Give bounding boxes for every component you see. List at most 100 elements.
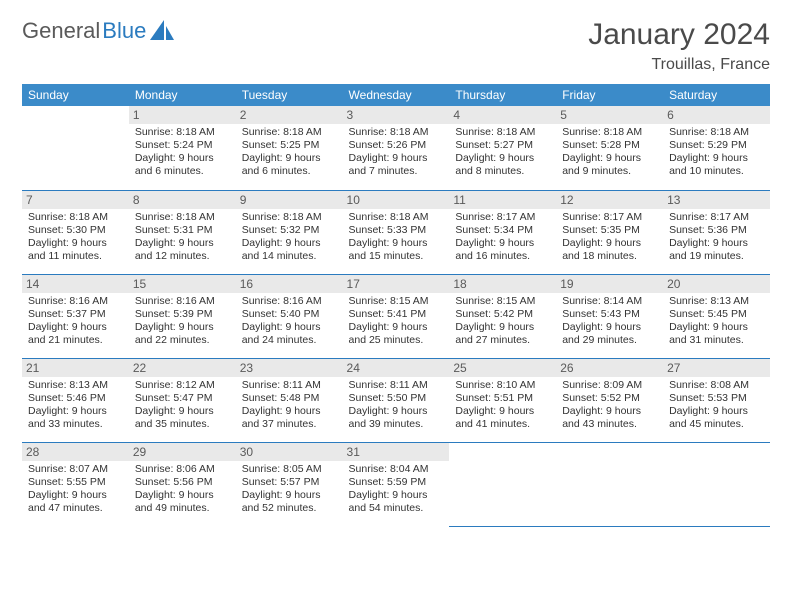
daylight-line: Daylight: 9 hours and 27 minutes. bbox=[455, 321, 550, 347]
sunrise-line: Sunrise: 8:15 AM bbox=[455, 295, 550, 308]
day-number: 18 bbox=[449, 275, 556, 293]
sunset-line: Sunset: 5:52 PM bbox=[562, 392, 657, 405]
day-number: 6 bbox=[663, 106, 770, 124]
day-number: 2 bbox=[236, 106, 343, 124]
daylight-line: Daylight: 9 hours and 21 minutes. bbox=[28, 321, 123, 347]
sunset-line: Sunset: 5:25 PM bbox=[242, 139, 337, 152]
daylight-line: Daylight: 9 hours and 11 minutes. bbox=[28, 237, 123, 263]
sunset-line: Sunset: 5:57 PM bbox=[242, 476, 337, 489]
calendar-cell: 13Sunrise: 8:17 AMSunset: 5:36 PMDayligh… bbox=[663, 190, 770, 274]
daylight-line: Daylight: 9 hours and 41 minutes. bbox=[455, 405, 550, 431]
sunrise-line: Sunrise: 8:11 AM bbox=[349, 379, 444, 392]
sunrise-line: Sunrise: 8:04 AM bbox=[349, 463, 444, 476]
sunset-line: Sunset: 5:39 PM bbox=[135, 308, 230, 321]
calendar-cell: 4 Sunrise: 8:18 AMSunset: 5:27 PMDaylight… bbox=[449, 106, 556, 190]
brand-part2: Blue bbox=[102, 18, 146, 44]
calendar-cell: 7 Sunrise: 8:18 AMSunset: 5:30 PMDaylight… bbox=[22, 190, 129, 274]
daylight-line: Daylight: 9 hours and 9 minutes. bbox=[562, 152, 657, 178]
sunset-line: Sunset: 5:56 PM bbox=[135, 476, 230, 489]
sunset-line: Sunset: 5:27 PM bbox=[455, 139, 550, 152]
calendar-cell-empty bbox=[663, 442, 770, 526]
calendar-cell: 2Sunrise: 8:18 AMSunset: 5:25 PMDaylight… bbox=[236, 106, 343, 190]
sunset-line: Sunset: 5:30 PM bbox=[28, 224, 123, 237]
calendar-cell: 30Sunrise: 8:05 AMSunset: 5:57 PMDayligh… bbox=[236, 442, 343, 526]
day-number: 12 bbox=[556, 191, 663, 209]
daylight-line: Daylight: 9 hours and 18 minutes. bbox=[562, 237, 657, 263]
sunrise-line: Sunrise: 8:16 AM bbox=[28, 295, 123, 308]
sunset-line: Sunset: 5:48 PM bbox=[242, 392, 337, 405]
day-number: 19 bbox=[556, 275, 663, 293]
sunrise-line: Sunrise: 8:16 AM bbox=[242, 295, 337, 308]
sunset-line: Sunset: 5:50 PM bbox=[349, 392, 444, 405]
sunrise-line: Sunrise: 8:13 AM bbox=[28, 379, 123, 392]
calendar-cell: 18Sunrise: 8:15 AMSunset: 5:42 PMDayligh… bbox=[449, 274, 556, 358]
daylight-line: Daylight: 9 hours and 6 minutes. bbox=[135, 152, 230, 178]
sunrise-line: Sunrise: 8:14 AM bbox=[562, 295, 657, 308]
calendar-cell: 21Sunrise: 8:13 AMSunset: 5:46 PMDayligh… bbox=[22, 358, 129, 442]
sunrise-line: Sunrise: 8:12 AM bbox=[135, 379, 230, 392]
daylight-line: Daylight: 9 hours and 15 minutes. bbox=[349, 237, 444, 263]
daylight-line: Daylight: 9 hours and 24 minutes. bbox=[242, 321, 337, 347]
sunrise-line: Sunrise: 8:07 AM bbox=[28, 463, 123, 476]
daylight-line: Daylight: 9 hours and 25 minutes. bbox=[349, 321, 444, 347]
daylight-line: Daylight: 9 hours and 6 minutes. bbox=[242, 152, 337, 178]
daylight-line: Daylight: 9 hours and 39 minutes. bbox=[349, 405, 444, 431]
calendar-cell: 6Sunrise: 8:18 AMSunset: 5:29 PMDaylight… bbox=[663, 106, 770, 190]
day-number: 4 bbox=[449, 106, 556, 124]
location-label: Trouillas, France bbox=[588, 56, 770, 74]
calendar-cell: 15Sunrise: 8:16 AMSunset: 5:39 PMDayligh… bbox=[129, 274, 236, 358]
sunrise-line: Sunrise: 8:16 AM bbox=[135, 295, 230, 308]
calendar-header-row: SundayMondayTuesdayWednesdayThursdayFrid… bbox=[22, 84, 770, 106]
daylight-line: Daylight: 9 hours and 8 minutes. bbox=[455, 152, 550, 178]
sunrise-line: Sunrise: 8:18 AM bbox=[455, 126, 550, 139]
sunrise-line: Sunrise: 8:18 AM bbox=[669, 126, 764, 139]
calendar-cell: 12Sunrise: 8:17 AMSunset: 5:35 PMDayligh… bbox=[556, 190, 663, 274]
weekday-header: Wednesday bbox=[343, 84, 450, 106]
sunset-line: Sunset: 5:33 PM bbox=[349, 224, 444, 237]
calendar-cell: 31Sunrise: 8:04 AMSunset: 5:59 PMDayligh… bbox=[343, 442, 450, 526]
day-number: 21 bbox=[22, 359, 129, 377]
calendar-cell: 11Sunrise: 8:17 AMSunset: 5:34 PMDayligh… bbox=[449, 190, 556, 274]
sunrise-line: Sunrise: 8:17 AM bbox=[669, 211, 764, 224]
sunrise-line: Sunrise: 8:06 AM bbox=[135, 463, 230, 476]
calendar-cell: 5Sunrise: 8:18 AMSunset: 5:28 PMDaylight… bbox=[556, 106, 663, 190]
sunset-line: Sunset: 5:34 PM bbox=[455, 224, 550, 237]
sunrise-line: Sunrise: 8:10 AM bbox=[455, 379, 550, 392]
day-number: 28 bbox=[22, 443, 129, 461]
daylight-line: Daylight: 9 hours and 14 minutes. bbox=[242, 237, 337, 263]
day-number: 29 bbox=[129, 443, 236, 461]
day-number: 10 bbox=[343, 191, 450, 209]
sunset-line: Sunset: 5:24 PM bbox=[135, 139, 230, 152]
calendar-cell-empty bbox=[556, 442, 663, 526]
calendar-cell: 10Sunrise: 8:18 AMSunset: 5:33 PMDayligh… bbox=[343, 190, 450, 274]
weekday-header: Friday bbox=[556, 84, 663, 106]
daylight-line: Daylight: 9 hours and 29 minutes. bbox=[562, 321, 657, 347]
brand-part1: General bbox=[22, 18, 100, 44]
day-number: 22 bbox=[129, 359, 236, 377]
calendar-cell: 29Sunrise: 8:06 AMSunset: 5:56 PMDayligh… bbox=[129, 442, 236, 526]
sunrise-line: Sunrise: 8:17 AM bbox=[455, 211, 550, 224]
day-number: 7 bbox=[22, 191, 129, 209]
sunrise-line: Sunrise: 8:18 AM bbox=[135, 211, 230, 224]
sunset-line: Sunset: 5:45 PM bbox=[669, 308, 764, 321]
sunrise-line: Sunrise: 8:11 AM bbox=[242, 379, 337, 392]
sunset-line: Sunset: 5:43 PM bbox=[562, 308, 657, 321]
page-header: GeneralBlue January 2024 Trouillas, Fran… bbox=[22, 18, 770, 74]
sunrise-line: Sunrise: 8:13 AM bbox=[669, 295, 764, 308]
sunrise-line: Sunrise: 8:08 AM bbox=[669, 379, 764, 392]
sunrise-line: Sunrise: 8:18 AM bbox=[28, 211, 123, 224]
sunset-line: Sunset: 5:55 PM bbox=[28, 476, 123, 489]
calendar-cell: 1Sunrise: 8:18 AMSunset: 5:24 PMDaylight… bbox=[129, 106, 236, 190]
month-title: January 2024 bbox=[588, 18, 770, 52]
day-number: 30 bbox=[236, 443, 343, 461]
weekday-header: Tuesday bbox=[236, 84, 343, 106]
day-number: 14 bbox=[22, 275, 129, 293]
day-number: 8 bbox=[129, 191, 236, 209]
daylight-line: Daylight: 9 hours and 52 minutes. bbox=[242, 489, 337, 515]
daylight-line: Daylight: 9 hours and 54 minutes. bbox=[349, 489, 444, 515]
calendar-cell: 27Sunrise: 8:08 AMSunset: 5:53 PMDayligh… bbox=[663, 358, 770, 442]
day-number: 11 bbox=[449, 191, 556, 209]
calendar-cell: 23Sunrise: 8:11 AMSunset: 5:48 PMDayligh… bbox=[236, 358, 343, 442]
sunrise-line: Sunrise: 8:15 AM bbox=[349, 295, 444, 308]
calendar-cell: 20Sunrise: 8:13 AMSunset: 5:45 PMDayligh… bbox=[663, 274, 770, 358]
